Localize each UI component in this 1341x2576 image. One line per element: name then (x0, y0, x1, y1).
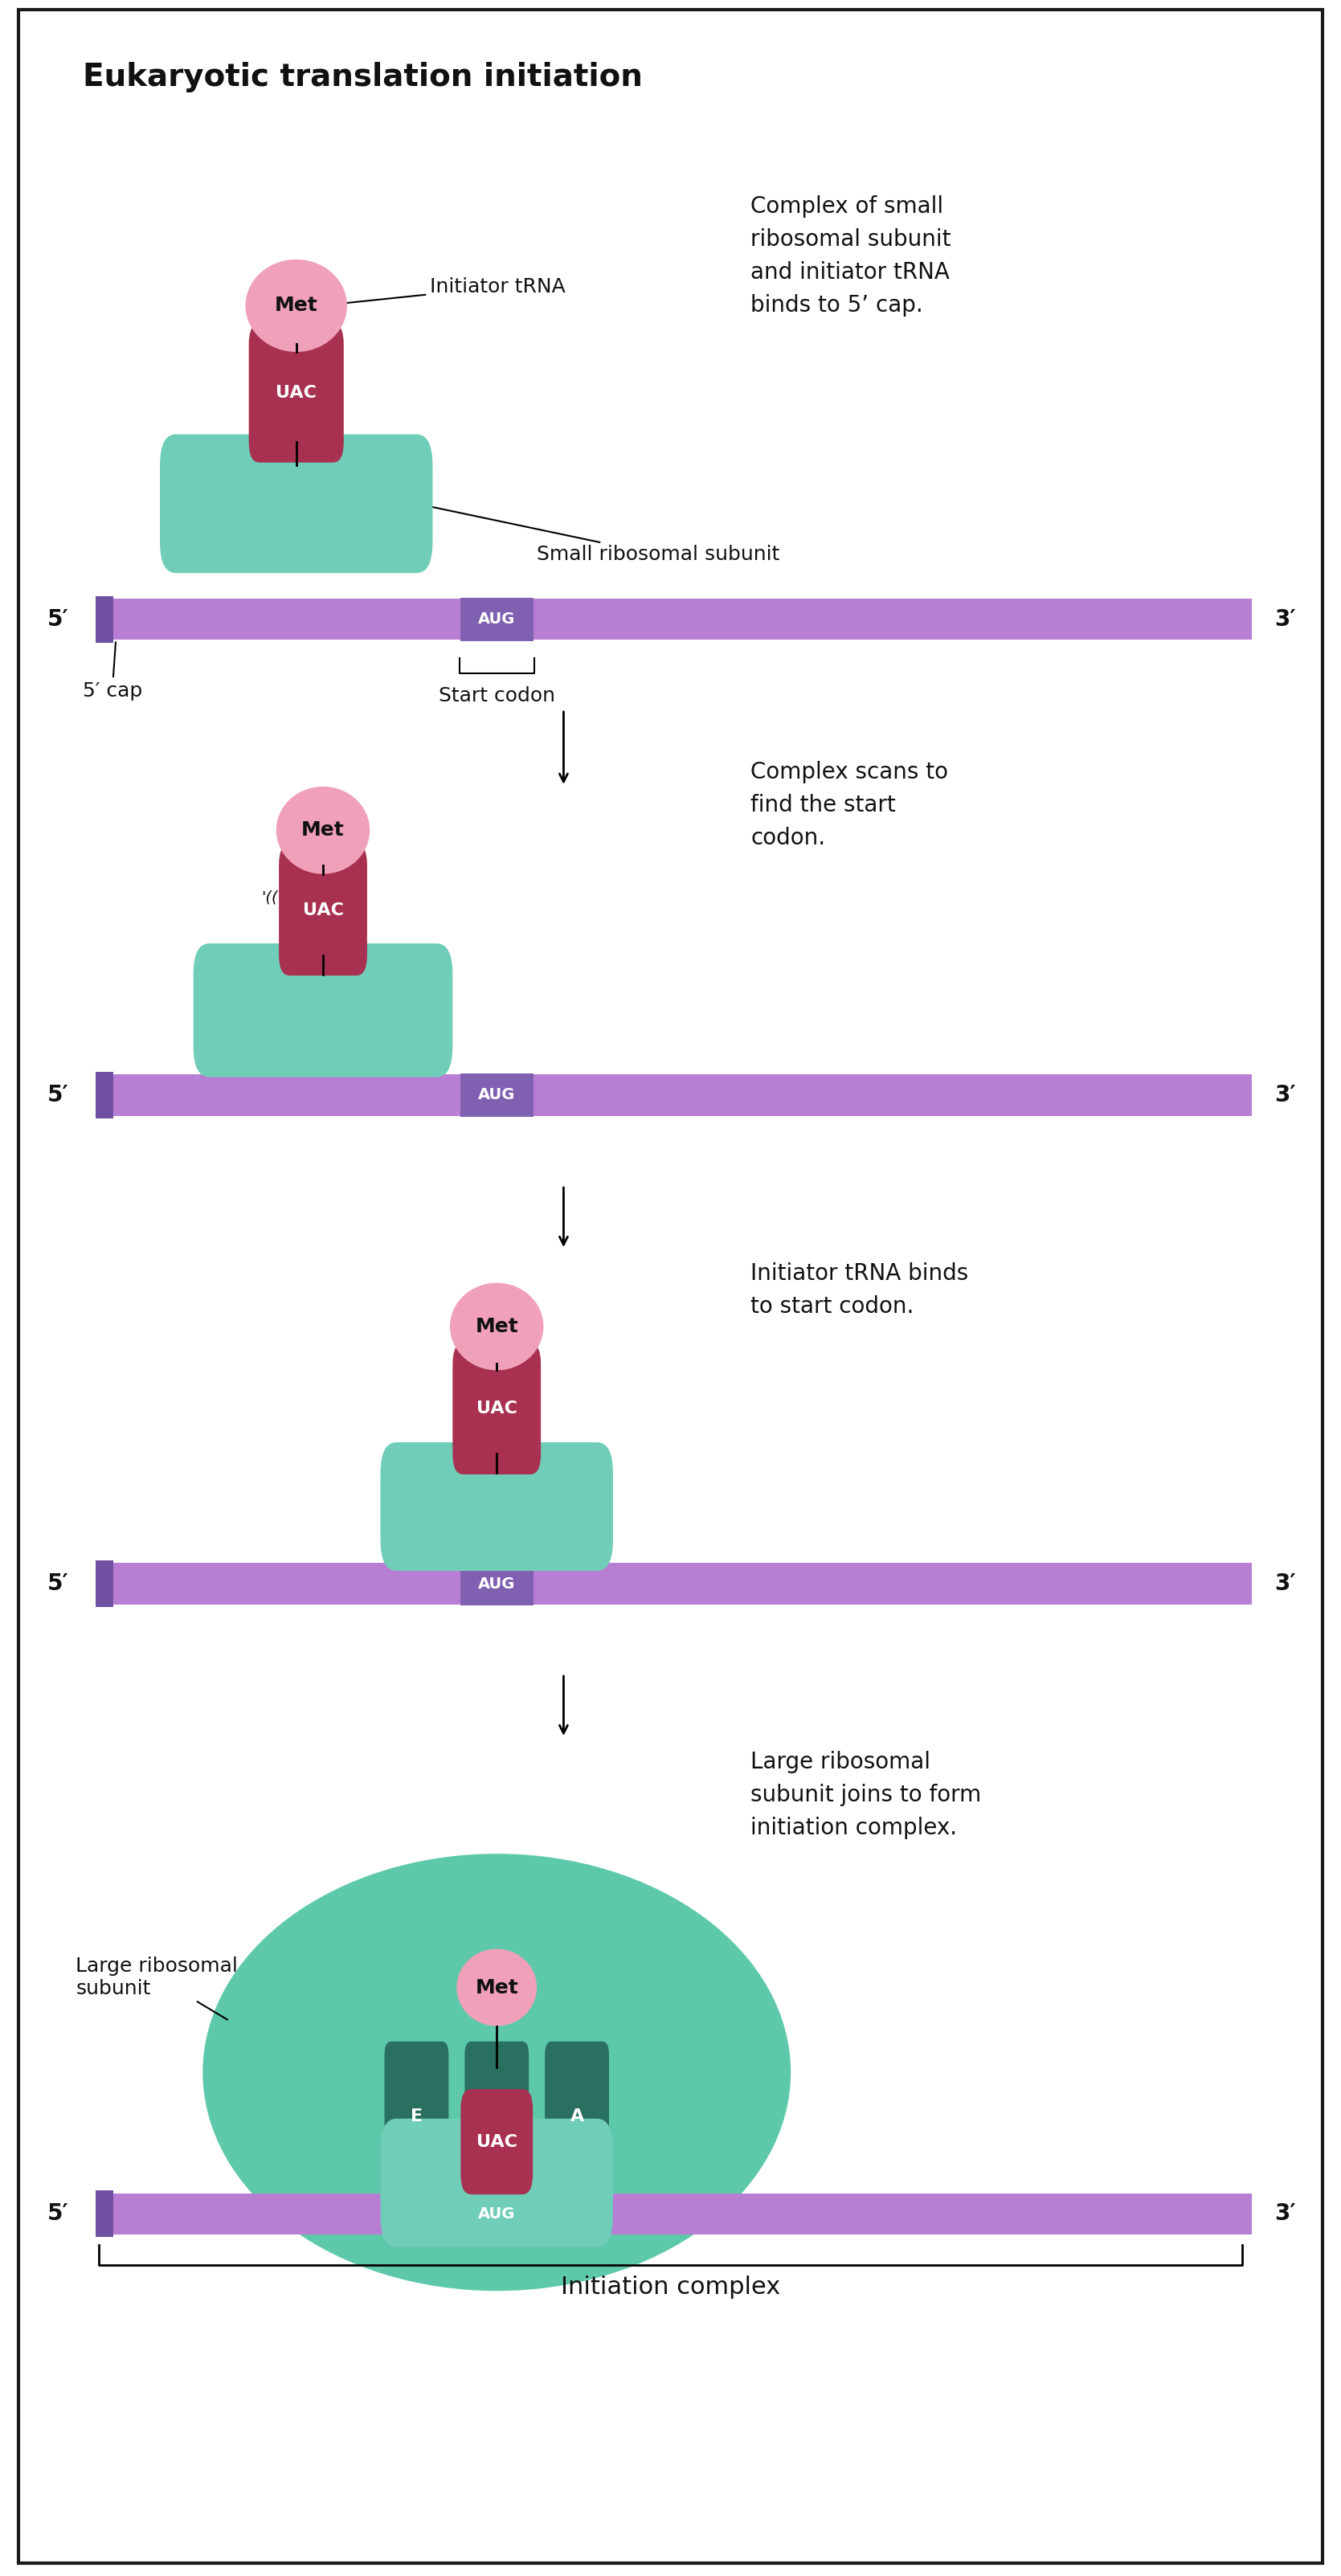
Text: 5′ cap: 5′ cap (82, 641, 142, 701)
Text: 3′: 3′ (1274, 2202, 1295, 2226)
Text: 3′: 3′ (1274, 1084, 1295, 1105)
Text: Met: Met (275, 296, 318, 314)
FancyBboxPatch shape (381, 1443, 613, 1571)
Text: Initiator tRNA binds
to start codon.: Initiator tRNA binds to start codon. (751, 1262, 968, 1319)
Ellipse shape (245, 260, 347, 353)
Text: AUG: AUG (479, 2205, 515, 2221)
Bar (95, 595, 113, 641)
FancyBboxPatch shape (461, 2089, 532, 2195)
FancyBboxPatch shape (381, 2117, 613, 2246)
Text: 3′: 3′ (1274, 608, 1295, 631)
Text: UAC: UAC (303, 902, 343, 917)
Text: Met: Met (475, 1978, 519, 1996)
Text: UAC: UAC (476, 2133, 518, 2151)
Text: Small ribosomal subunit: Small ribosomal subunit (418, 505, 780, 564)
Text: Large ribosomal
subunit joins to form
initiation complex.: Large ribosomal subunit joins to form in… (751, 1752, 982, 1839)
Ellipse shape (451, 1283, 543, 1370)
FancyBboxPatch shape (193, 943, 453, 1077)
Ellipse shape (276, 786, 370, 873)
FancyBboxPatch shape (465, 2040, 528, 2190)
FancyBboxPatch shape (160, 435, 433, 572)
Text: Met: Met (475, 1316, 519, 1337)
Bar (460, 598, 534, 641)
Text: UAC: UAC (476, 1401, 518, 1417)
Text: E: E (410, 2107, 422, 2125)
Text: AUG: AUG (479, 1577, 515, 1592)
Bar (460, 1561, 534, 1605)
Ellipse shape (202, 1855, 791, 2290)
Bar (95, 2192, 1252, 2233)
FancyBboxPatch shape (385, 2040, 449, 2190)
Text: Large ribosomal
subunit: Large ribosomal subunit (75, 1958, 237, 2020)
Text: Eukaryotic translation initiation: Eukaryotic translation initiation (82, 62, 642, 93)
FancyBboxPatch shape (453, 1342, 540, 1473)
Text: 5′: 5′ (47, 608, 70, 631)
Bar (95, 2190, 113, 2236)
Bar (95, 1072, 113, 1118)
Bar (95, 598, 1252, 639)
Text: UAC: UAC (276, 384, 316, 402)
Bar (95, 1561, 113, 1607)
Text: Initiation complex: Initiation complex (561, 2275, 780, 2298)
Ellipse shape (457, 1950, 536, 2027)
Bar (95, 1074, 1252, 1115)
Text: 5′: 5′ (47, 1571, 70, 1595)
Text: 5′: 5′ (47, 1084, 70, 1105)
FancyBboxPatch shape (249, 325, 343, 464)
Text: Initiator tRNA: Initiator tRNA (323, 278, 566, 307)
Bar (95, 1564, 1252, 1605)
Text: 5′: 5′ (47, 2202, 70, 2226)
Text: Met: Met (302, 822, 345, 840)
FancyBboxPatch shape (544, 2040, 609, 2190)
Text: AUG: AUG (479, 1087, 515, 1103)
FancyBboxPatch shape (279, 845, 367, 976)
Text: '((: '(( (261, 889, 278, 904)
Text: Complex of small
ribosomal subunit
and initiator tRNA
binds to 5’ cap.: Complex of small ribosomal subunit and i… (751, 196, 951, 317)
Text: 3′: 3′ (1274, 1571, 1295, 1595)
Text: Start codon: Start codon (439, 685, 555, 706)
Text: A: A (570, 2107, 583, 2125)
Bar (460, 1074, 534, 1118)
Text: P: P (491, 2107, 503, 2125)
FancyBboxPatch shape (19, 10, 1322, 2563)
Text: AUG: AUG (479, 611, 515, 626)
Text: Complex scans to
find the start
codon.: Complex scans to find the start codon. (751, 760, 948, 850)
Bar (460, 2192, 534, 2236)
